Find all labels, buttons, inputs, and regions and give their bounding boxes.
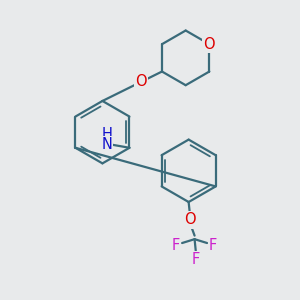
- Text: N: N: [101, 137, 112, 152]
- Text: F: F: [172, 238, 180, 253]
- Text: F: F: [192, 253, 200, 268]
- Text: H: H: [101, 128, 112, 142]
- Text: F: F: [209, 238, 217, 253]
- Text: O: O: [203, 37, 215, 52]
- Text: O: O: [135, 74, 147, 89]
- Text: O: O: [184, 212, 196, 227]
